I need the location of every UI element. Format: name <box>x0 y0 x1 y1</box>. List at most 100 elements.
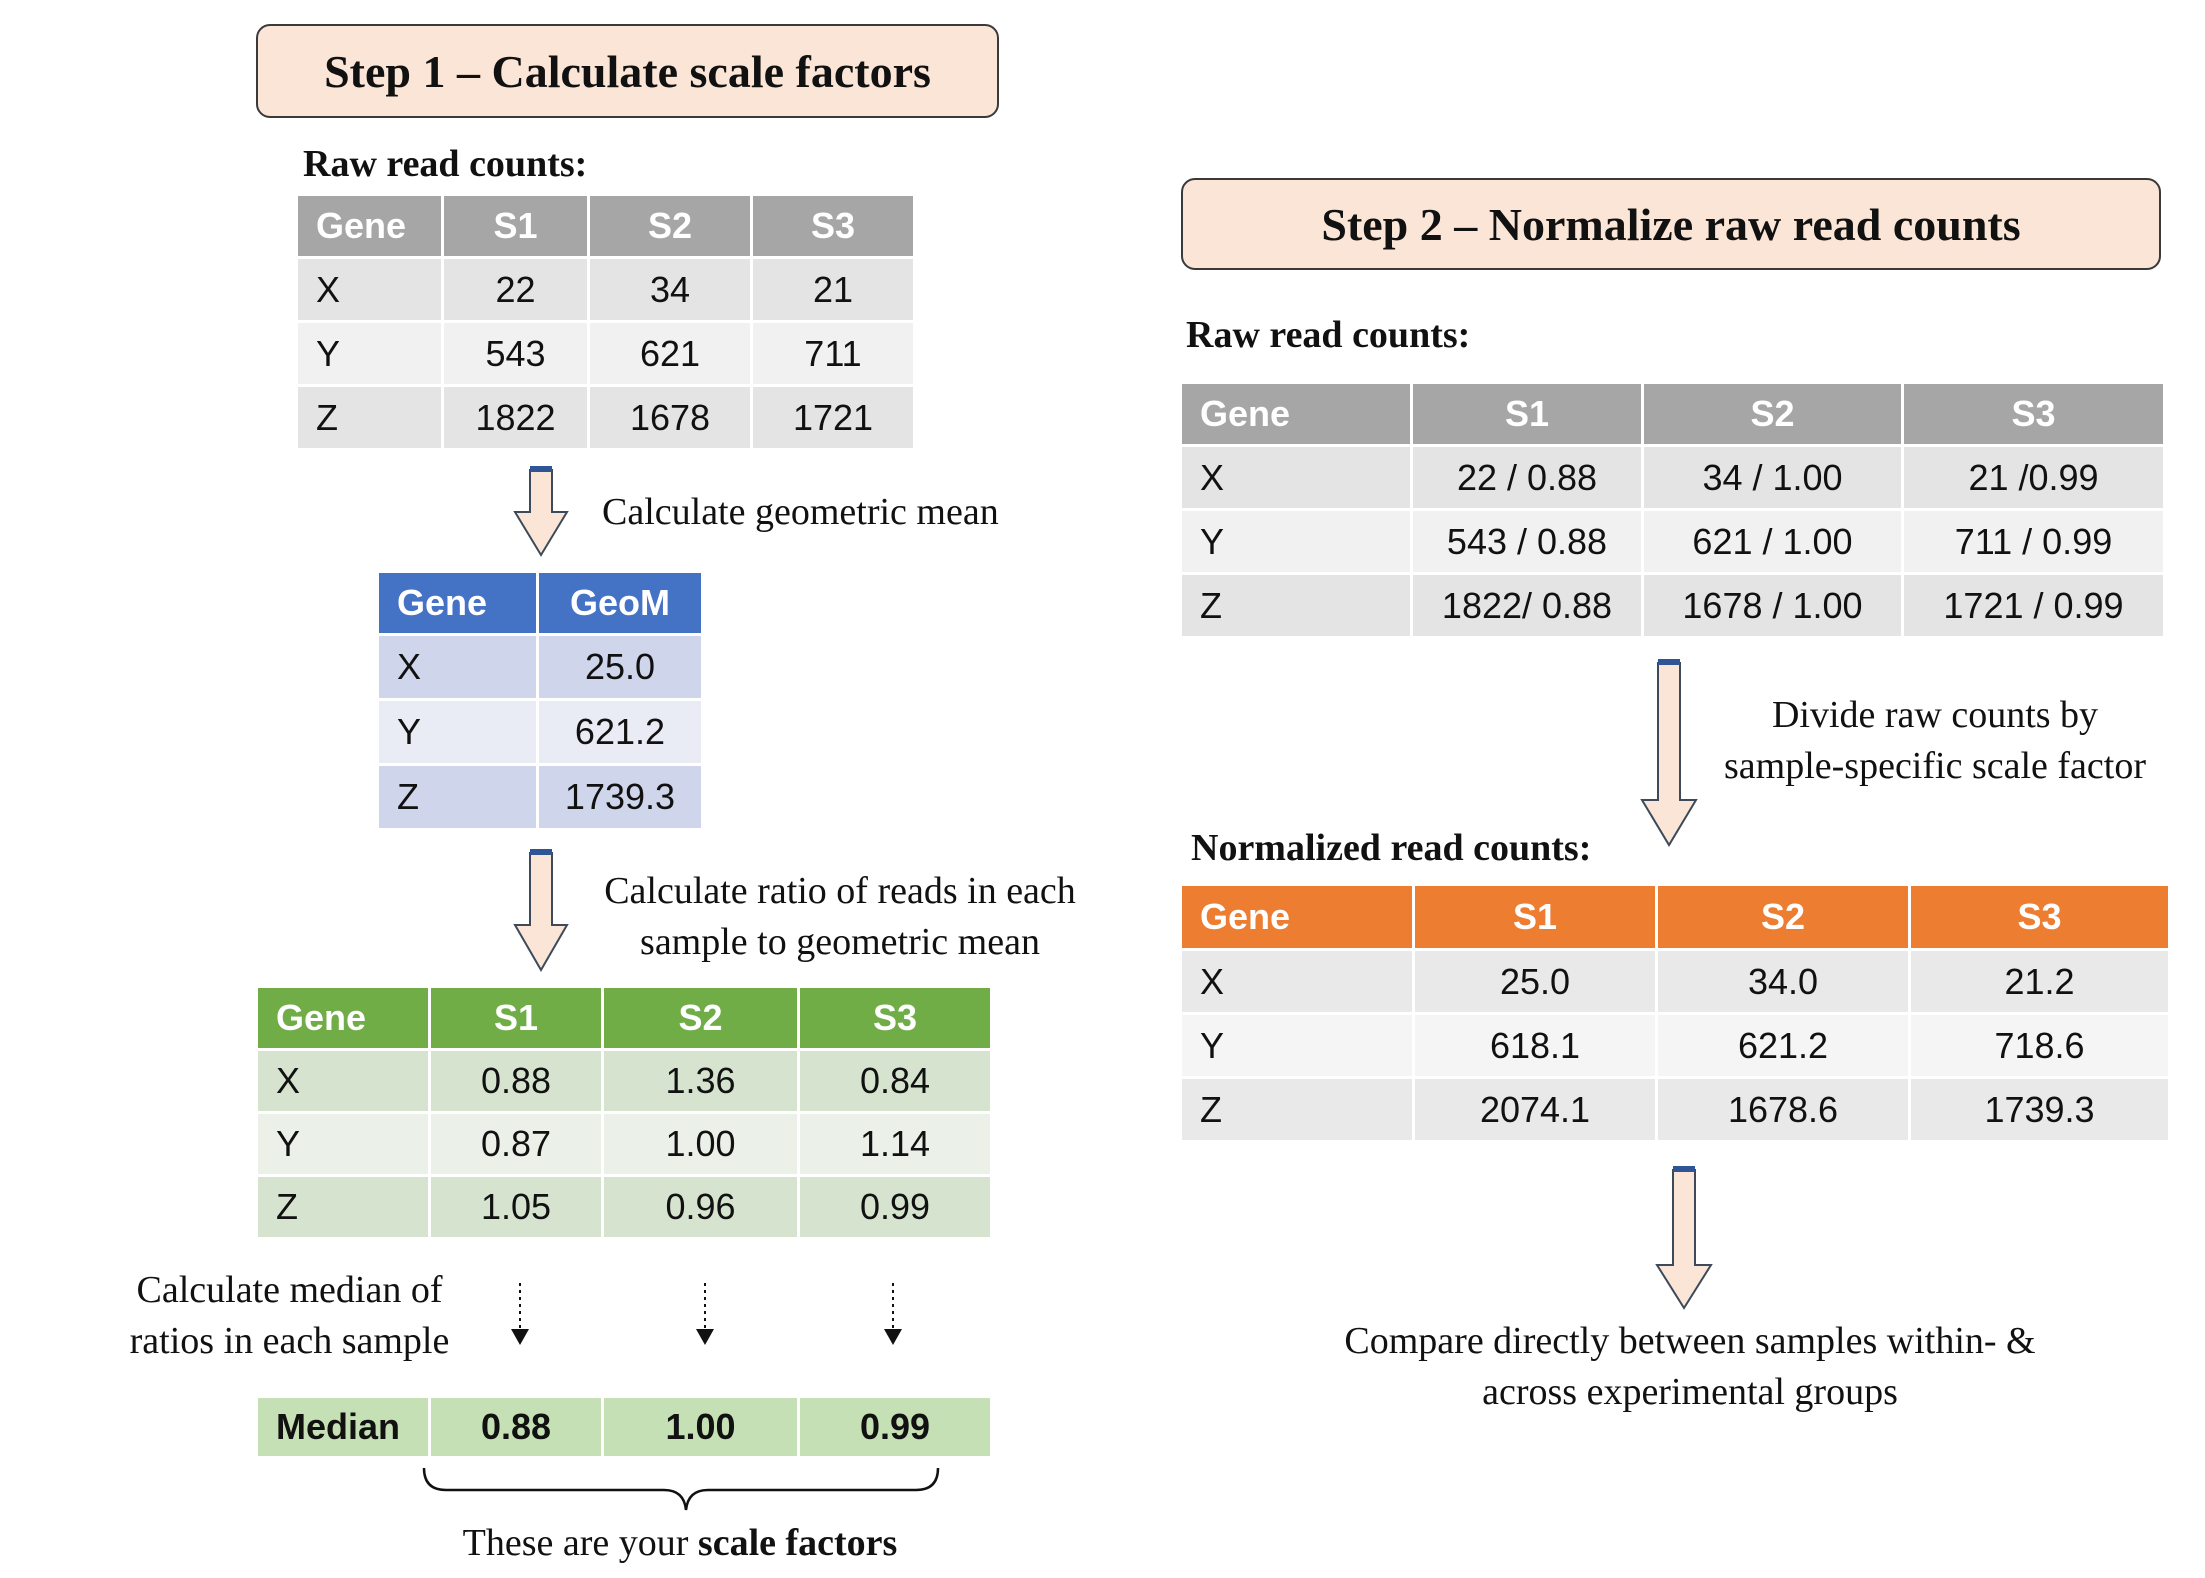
value-cell: 621.2 <box>538 701 701 763</box>
header-cell: Gene <box>1182 886 1412 948</box>
median-value: 1.00 <box>604 1398 797 1456</box>
value-cell: 22 / 0.88 <box>1413 447 1641 508</box>
table-header-row: Gene GeoM <box>379 573 701 633</box>
value-cell: 22 <box>444 259 587 320</box>
value-cell: 618.1 <box>1415 1015 1655 1076</box>
value-cell: 621 <box>590 323 750 384</box>
header-cell: S1 <box>444 196 587 256</box>
median-table: Median 0.88 1.00 0.99 <box>255 1395 993 1459</box>
gene-cell: Z <box>379 766 536 828</box>
curly-brace <box>422 1467 940 1511</box>
median-note: Calculate median of ratios in each sampl… <box>112 1265 467 1367</box>
value-cell: 1678.6 <box>1658 1079 1908 1140</box>
table-row: Z 1739.3 <box>379 766 701 828</box>
scale-note-bold: scale factors <box>697 1522 898 1564</box>
step2-raw-table: Gene S1 S2 S3 X 22 / 0.88 34 / 1.00 21 /… <box>1179 381 2166 639</box>
step1-raw-label: Raw read counts: <box>303 143 588 185</box>
normalized-label: Normalized read counts: <box>1191 827 1592 869</box>
value-cell: 34.0 <box>1658 951 1908 1012</box>
step1-raw-table: Gene S1 S2 S3 X 22 34 21 Y 543 621 711 Z… <box>295 193 916 451</box>
gene-cell: X <box>1182 447 1410 508</box>
value-cell: 34 / 1.00 <box>1644 447 1901 508</box>
value-cell: 711 <box>753 323 913 384</box>
header-cell: S1 <box>1415 886 1655 948</box>
gene-cell: Y <box>1182 1015 1412 1076</box>
table-header-row: Gene S1 S2 S3 <box>1182 886 2168 948</box>
value-cell: 1739.3 <box>538 766 701 828</box>
ratio-note-line1: Calculate ratio of reads in each <box>604 870 1076 912</box>
gene-cell: Z <box>258 1177 428 1237</box>
value-cell: 711 / 0.99 <box>1904 511 2163 572</box>
header-cell: S2 <box>590 196 750 256</box>
value-cell: 1822/ 0.88 <box>1413 575 1641 636</box>
table-row: X 22 / 0.88 34 / 1.00 21 /0.99 <box>1182 447 2163 508</box>
median-label: Median <box>258 1398 428 1456</box>
value-cell: 1721 <box>753 387 913 448</box>
flow-arrow-geomean <box>513 466 569 557</box>
median-note-line1: Calculate median of <box>136 1269 443 1311</box>
scale-note-prefix: These are your <box>462 1522 698 1564</box>
header-cell: S1 <box>1413 384 1641 444</box>
value-cell: 21 /0.99 <box>1904 447 2163 508</box>
step1-title: Step 1 – Calculate scale factors <box>324 45 931 97</box>
median-value: 0.88 <box>431 1398 601 1456</box>
value-cell: 1.36 <box>604 1051 797 1111</box>
value-cell: 0.87 <box>431 1114 601 1174</box>
divide-note: Divide raw counts by sample-specific sca… <box>1700 690 2170 792</box>
value-cell: 21 <box>753 259 913 320</box>
value-cell: 621 / 1.00 <box>1644 511 1901 572</box>
gene-cell: Y <box>1182 511 1410 572</box>
value-cell: 621.2 <box>1658 1015 1908 1076</box>
value-cell: 21.2 <box>1911 951 2168 1012</box>
value-cell: 1721 / 0.99 <box>1904 575 2163 636</box>
value-cell: 0.84 <box>800 1051 990 1111</box>
table-row: Z 1.05 0.96 0.99 <box>258 1177 990 1237</box>
ratio-note: Calculate ratio of reads in each sample … <box>580 866 1100 968</box>
dotted-arrow-s2 <box>696 1283 714 1345</box>
compare-note: Compare directly between samples within-… <box>1300 1316 2080 1418</box>
table-row: X 25.0 34.0 21.2 <box>1182 951 2168 1012</box>
table-row: X 25.0 <box>379 636 701 698</box>
table-row: Z 1822/ 0.88 1678 / 1.00 1721 / 0.99 <box>1182 575 2163 636</box>
median-note-line2: ratios in each sample <box>129 1320 450 1362</box>
table-header-row: Gene S1 S2 S3 <box>258 988 990 1048</box>
gene-cell: Z <box>1182 1079 1412 1140</box>
dotted-arrow-s3 <box>884 1283 902 1345</box>
gene-cell: Y <box>258 1114 428 1174</box>
gene-cell: X <box>258 1051 428 1111</box>
value-cell: 0.99 <box>800 1177 990 1237</box>
header-cell: S3 <box>753 196 913 256</box>
median-value: 0.99 <box>800 1398 990 1456</box>
header-cell: S2 <box>1644 384 1901 444</box>
value-cell: 25.0 <box>538 636 701 698</box>
gene-cell: Z <box>1182 575 1410 636</box>
table-row: Y 621.2 <box>379 701 701 763</box>
header-cell: GeoM <box>538 573 701 633</box>
value-cell: 1.05 <box>431 1177 601 1237</box>
gene-cell: X <box>298 259 441 320</box>
value-cell: 718.6 <box>1911 1015 2168 1076</box>
header-cell: Gene <box>1182 384 1410 444</box>
flow-arrow-compare <box>1655 1166 1713 1310</box>
step2-title: Step 2 – Normalize raw read counts <box>1321 198 2021 250</box>
gene-cell: Z <box>298 387 441 448</box>
value-cell: 1678 <box>590 387 750 448</box>
value-cell: 1822 <box>444 387 587 448</box>
table-row: Y 0.87 1.00 1.14 <box>258 1114 990 1174</box>
step2-title-box: Step 2 – Normalize raw read counts <box>1181 178 2161 270</box>
header-cell: S3 <box>800 988 990 1048</box>
flow-arrow-ratio <box>513 849 569 972</box>
value-cell: 0.96 <box>604 1177 797 1237</box>
normalized-table: Gene S1 S2 S3 X 25.0 34.0 21.2 Y 618.1 6… <box>1179 883 2171 1143</box>
header-cell: S3 <box>1904 384 2163 444</box>
median-row: Median 0.88 1.00 0.99 <box>258 1398 990 1456</box>
value-cell: 543 / 0.88 <box>1413 511 1641 572</box>
step1-title-box: Step 1 – Calculate scale factors <box>256 24 999 118</box>
value-cell: 543 <box>444 323 587 384</box>
value-cell: 1.00 <box>604 1114 797 1174</box>
compare-note-line2: across experimental groups <box>1482 1371 1898 1413</box>
table-row: Y 618.1 621.2 718.6 <box>1182 1015 2168 1076</box>
value-cell: 34 <box>590 259 750 320</box>
value-cell: 0.88 <box>431 1051 601 1111</box>
